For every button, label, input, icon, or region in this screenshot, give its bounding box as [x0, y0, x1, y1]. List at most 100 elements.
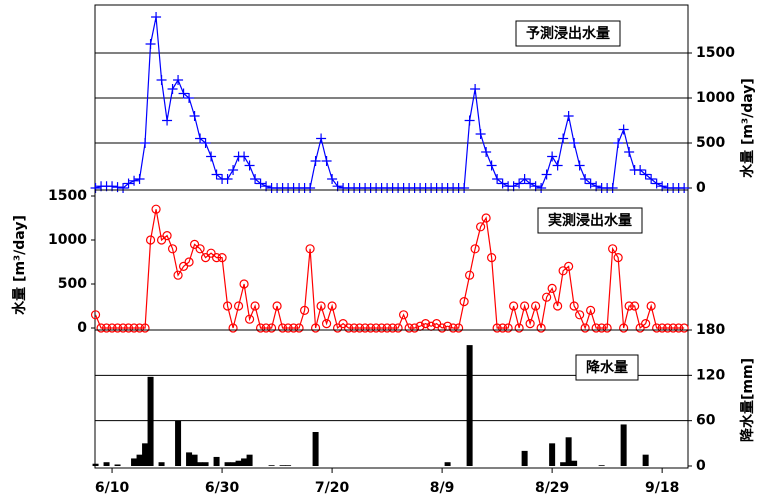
data-point	[393, 323, 403, 333]
data-point	[668, 323, 678, 333]
data-point	[574, 160, 585, 171]
data-point	[156, 75, 167, 85]
data-point	[189, 239, 200, 249]
bar	[279, 465, 286, 466]
data-point	[173, 75, 184, 85]
data-point	[536, 323, 546, 333]
data-point	[365, 323, 376, 333]
bar	[202, 462, 209, 466]
data-point	[652, 323, 662, 333]
y-tick-label: 60	[696, 413, 716, 429]
data-point	[575, 310, 585, 320]
data-point	[211, 253, 222, 263]
data-point	[145, 235, 156, 245]
bar	[565, 437, 572, 466]
data-point	[498, 323, 508, 333]
data-point	[547, 151, 558, 162]
bar	[642, 454, 649, 466]
data-point	[217, 253, 227, 263]
bar	[186, 452, 193, 466]
data-point	[619, 323, 629, 333]
data-point	[459, 183, 470, 193]
data-point	[206, 151, 217, 162]
data-point	[448, 323, 458, 333]
y-tick-label: 0	[77, 320, 87, 336]
data-point	[206, 248, 216, 258]
data-point	[310, 156, 321, 166]
y-tick-label: 180	[696, 322, 725, 338]
data-point	[641, 319, 651, 329]
data-line	[94, 209, 685, 330]
data-point	[542, 292, 552, 302]
panel-title: 降水量	[586, 359, 628, 376]
data-point	[657, 323, 667, 333]
data-point	[679, 323, 689, 333]
bar	[241, 458, 248, 466]
data-point	[250, 301, 260, 311]
x-tick-label: 9/18	[645, 480, 679, 496]
data-point	[332, 323, 343, 333]
data-point	[651, 178, 662, 189]
data-point	[299, 305, 310, 315]
data-point	[475, 129, 486, 139]
data-point	[487, 253, 497, 263]
data-point	[283, 323, 293, 333]
data-point	[618, 124, 629, 135]
data-point	[486, 160, 497, 171]
data-point	[211, 169, 222, 180]
data-point	[640, 169, 651, 180]
y-axis-label: 水量 [m³/day]	[11, 215, 28, 315]
data-point	[360, 323, 370, 333]
data-point	[608, 244, 618, 254]
bar	[312, 432, 319, 466]
data-point	[674, 323, 684, 333]
bar	[191, 454, 198, 466]
data-point	[492, 323, 502, 333]
data-point	[624, 147, 635, 157]
data-point	[321, 156, 332, 166]
data-point	[123, 178, 134, 189]
data-point	[200, 138, 211, 148]
data-point	[129, 323, 139, 333]
data-point	[481, 147, 492, 157]
data-point	[564, 261, 574, 271]
data-point	[454, 323, 464, 333]
y-axis-label: 降水量[mm]	[739, 358, 756, 442]
bar	[131, 458, 138, 466]
bar	[444, 462, 451, 466]
data-point	[585, 178, 596, 189]
data-point	[558, 133, 569, 144]
data-point	[156, 235, 167, 245]
data-point	[107, 323, 117, 333]
title-box	[515, 20, 621, 47]
bar	[197, 462, 204, 466]
data-point	[316, 133, 327, 144]
data-point	[261, 323, 271, 333]
bar	[175, 420, 182, 466]
data-point	[184, 257, 194, 267]
x-tick-label: 6/30	[205, 480, 240, 496]
data-point	[563, 111, 574, 121]
data-point	[382, 323, 392, 333]
y-tick-label: 1000	[696, 90, 735, 106]
data-point	[162, 115, 173, 126]
data-point	[239, 151, 250, 162]
data-point	[421, 319, 431, 329]
data-point	[129, 175, 140, 186]
data-point	[497, 178, 508, 189]
data-point	[255, 178, 266, 189]
data-point	[228, 165, 239, 175]
data-point	[200, 253, 211, 263]
bar	[521, 450, 528, 466]
data-point	[586, 305, 596, 315]
data-point	[195, 133, 206, 144]
data-point	[145, 39, 156, 49]
y-tick-label: 0	[696, 458, 706, 474]
data-point	[597, 323, 607, 333]
data-point	[90, 310, 101, 320]
data-point	[305, 183, 316, 193]
data-point	[112, 182, 123, 193]
data-point	[476, 222, 486, 232]
bar	[136, 454, 143, 466]
